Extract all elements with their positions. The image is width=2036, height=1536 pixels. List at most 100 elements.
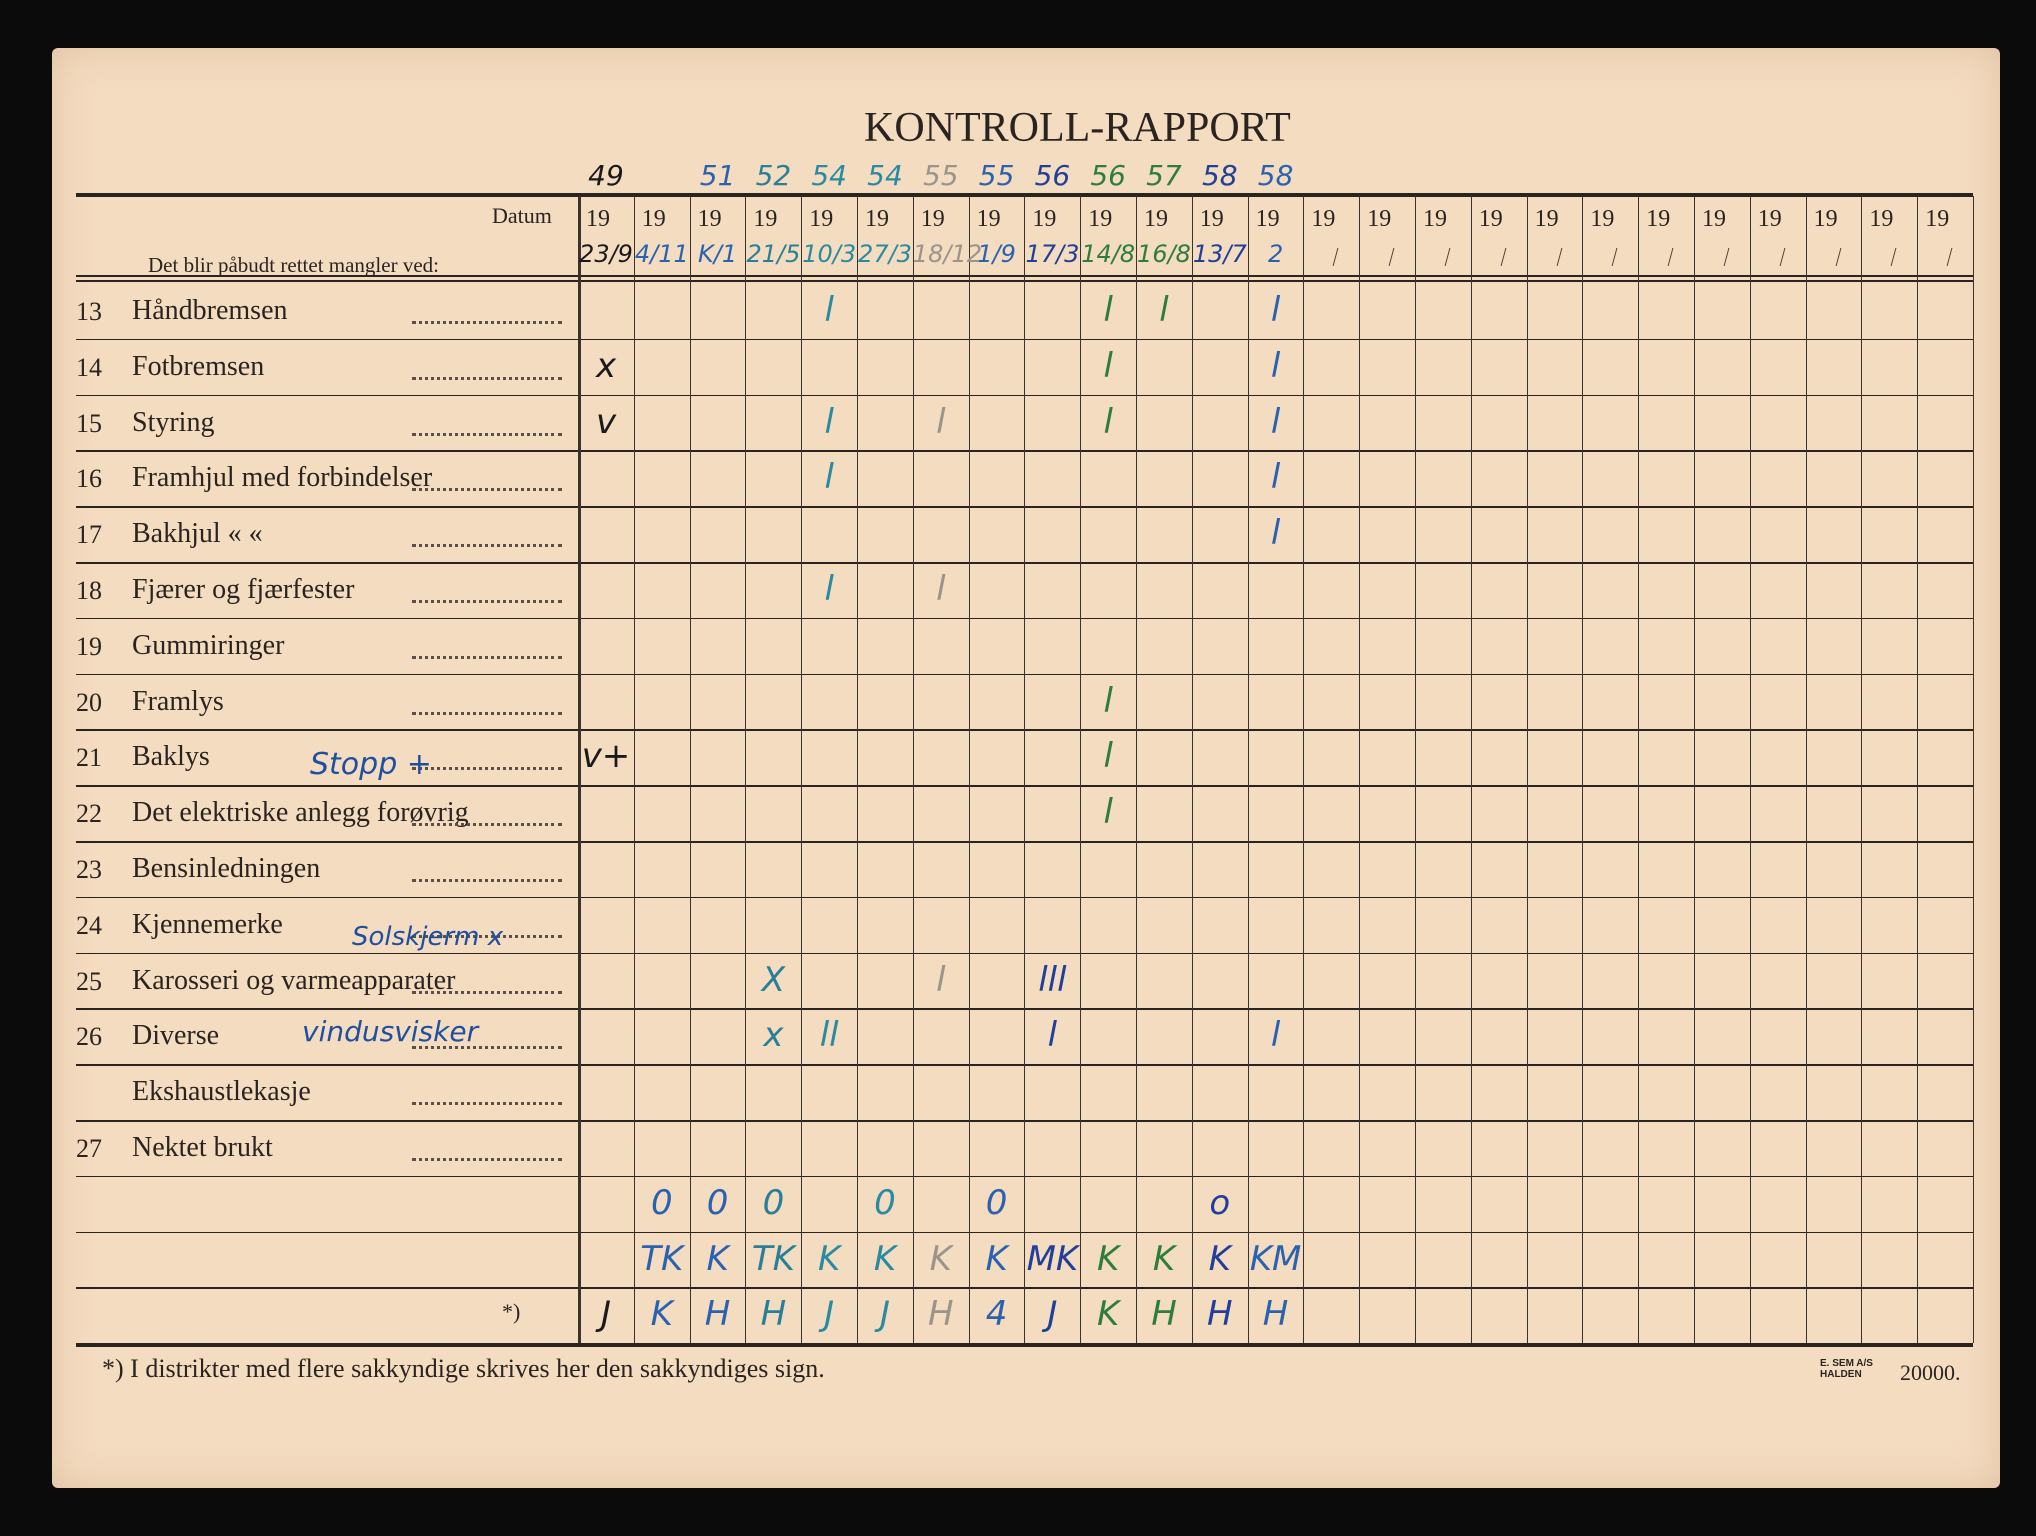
row-label: Kjennemerke bbox=[132, 908, 283, 940]
row-label: Karosseri og varmeapparater bbox=[132, 964, 456, 996]
handwritten-mark: 0 bbox=[706, 1182, 729, 1223]
handwritten-mark: l bbox=[824, 290, 834, 330]
row-label: Bensinledningen bbox=[132, 853, 321, 884]
handwritten-year: 54 bbox=[811, 159, 847, 192]
handwritten-mark: l bbox=[824, 457, 834, 498]
handwritten-mark: K bbox=[985, 1238, 1008, 1279]
handwritten-year: 56 bbox=[1090, 159, 1126, 192]
date-slash bbox=[1332, 248, 1339, 266]
handwritten-mark: 0 bbox=[985, 1182, 1008, 1223]
table-bottom-rule bbox=[76, 1343, 1973, 1348]
row-leader-dots bbox=[412, 376, 562, 380]
date-slash bbox=[1444, 248, 1451, 266]
column-divider bbox=[1861, 196, 1863, 1344]
handwritten-mark: x bbox=[595, 345, 617, 386]
row-label: Nektet brukt bbox=[132, 1132, 273, 1163]
annotation-baklys: Stopp + bbox=[310, 747, 432, 782]
year-prefix: 19 bbox=[1144, 206, 1168, 232]
handwritten-year: 54 bbox=[867, 159, 903, 192]
column-divider bbox=[1638, 196, 1640, 1344]
handwritten-mark: H bbox=[1262, 1294, 1289, 1335]
column-divider bbox=[1805, 196, 1807, 1344]
handwritten-date: K/1 bbox=[698, 240, 738, 268]
row-number: 22 bbox=[76, 799, 102, 829]
handwritten-mark: l bbox=[1103, 680, 1113, 721]
column-divider bbox=[857, 196, 858, 1344]
row-label: Framlys bbox=[132, 685, 224, 717]
year-prefix: 19 bbox=[1925, 206, 1950, 232]
year-prefix: 19 bbox=[865, 206, 889, 232]
column-divider bbox=[1024, 196, 1026, 1344]
year-prefix: 19 bbox=[1813, 206, 1838, 232]
column-divider bbox=[1917, 196, 1919, 1344]
row-label: Håndbremsen bbox=[132, 295, 288, 326]
handwritten-mark: J bbox=[1047, 1294, 1058, 1335]
handwritten-date: 18/12 bbox=[912, 240, 982, 268]
date-slash bbox=[1946, 248, 1953, 266]
handwritten-mark: l bbox=[1270, 513, 1281, 554]
row-leader-dots bbox=[412, 990, 562, 994]
printer-mark: E. SEM A/S HALDEN bbox=[1820, 1358, 1873, 1380]
row-label: Fjærer og fjærfester bbox=[132, 574, 355, 605]
handwritten-mark: l bbox=[1103, 736, 1113, 777]
handwritten-mark: l bbox=[824, 569, 834, 609]
date-slash bbox=[1779, 248, 1786, 266]
handwritten-mark: l bbox=[1270, 457, 1281, 498]
handwritten-date: 2 bbox=[1267, 240, 1284, 268]
row-leader-dots bbox=[412, 321, 562, 324]
handwritten-mark: 4 bbox=[985, 1294, 1008, 1335]
row-number: 27 bbox=[76, 1134, 102, 1163]
row-label: Styring bbox=[132, 406, 215, 438]
row-leader-dots bbox=[412, 1046, 562, 1050]
date-slash bbox=[1890, 248, 1897, 266]
handwritten-mark: l bbox=[1103, 792, 1113, 833]
row-number: 15 bbox=[76, 408, 102, 438]
handwritten-mark: H bbox=[1207, 1294, 1233, 1335]
handwritten-mark: K bbox=[706, 1238, 729, 1279]
row-leader-dots bbox=[412, 879, 562, 882]
row-leader-dots bbox=[412, 767, 562, 771]
year-prefix: 19 bbox=[1478, 206, 1503, 232]
column-divider bbox=[912, 196, 914, 1344]
handwritten-mark: H bbox=[704, 1294, 731, 1335]
printer-line-2: HALDEN bbox=[1820, 1369, 1862, 1380]
year-prefix: 19 bbox=[1088, 206, 1113, 232]
row-leader-dots bbox=[412, 1102, 562, 1106]
row-leader-dots bbox=[412, 600, 562, 603]
row-leader-dots bbox=[412, 711, 562, 715]
row-leader-dots bbox=[412, 544, 562, 548]
header-subtitle: Det blir påbudt rettet mangler ved: bbox=[148, 253, 439, 277]
row-label: Diverse bbox=[132, 1020, 220, 1052]
handwritten-mark: l bbox=[1103, 401, 1113, 442]
handwritten-mark: H bbox=[760, 1294, 787, 1335]
year-prefix: 19 bbox=[697, 206, 722, 232]
column-divider bbox=[1973, 196, 1974, 1344]
row-number: 24 bbox=[76, 910, 102, 940]
column-divider bbox=[1191, 196, 1193, 1344]
year-prefix: 19 bbox=[1646, 206, 1671, 232]
column-divider bbox=[1582, 196, 1584, 1344]
column-divider bbox=[745, 196, 747, 1344]
year-prefix: 19 bbox=[1590, 206, 1615, 232]
row-number: 19 bbox=[76, 631, 102, 661]
row-label: Det elektriske anlegg forøvrig bbox=[132, 797, 469, 829]
column-divider bbox=[689, 196, 691, 1344]
handwritten-mark: J bbox=[879, 1294, 891, 1335]
row-label: Bakhjul « « bbox=[132, 518, 263, 550]
handwritten-mark: H bbox=[928, 1294, 954, 1335]
handwritten-mark: l bbox=[1159, 290, 1169, 330]
row-number: 26 bbox=[76, 1022, 102, 1052]
handwritten-year: 56 bbox=[1034, 159, 1071, 192]
handwritten-date: 21/5 bbox=[746, 240, 801, 268]
row-label: Baklys bbox=[132, 741, 210, 773]
date-slash bbox=[1667, 248, 1674, 266]
year-prefix: 19 bbox=[1702, 206, 1726, 232]
handwritten-mark: l bbox=[824, 401, 834, 442]
handwritten-year: 55 bbox=[922, 159, 959, 192]
handwritten-mark: K bbox=[929, 1238, 952, 1279]
annotation-diverse: vindusvisker bbox=[302, 1015, 479, 1048]
column-divider bbox=[1526, 196, 1528, 1344]
handwritten-date: 13/7 bbox=[1192, 240, 1247, 268]
handwritten-mark: H bbox=[1151, 1294, 1177, 1335]
handwritten-date: 27/3 bbox=[858, 240, 912, 268]
